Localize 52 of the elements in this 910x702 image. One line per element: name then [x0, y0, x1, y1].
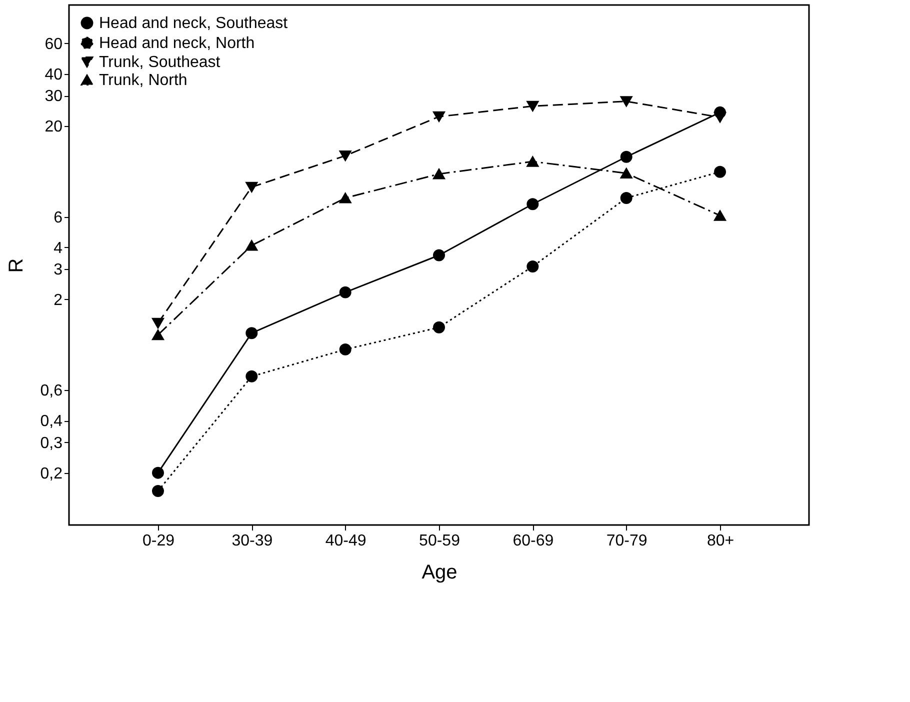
- legend-label: Trunk, North: [99, 72, 188, 89]
- point: [433, 168, 445, 180]
- y-tick-label: 40: [44, 66, 63, 84]
- point: [152, 318, 164, 328]
- legend-label: Trunk, Southeast: [99, 54, 221, 71]
- y-tick-label: 20: [44, 118, 63, 136]
- y-tick-label: 2: [54, 292, 63, 309]
- point: [526, 260, 539, 272]
- point: [152, 330, 164, 340]
- point: [526, 156, 539, 167]
- x-tick-label: 30-39: [232, 532, 273, 550]
- point: [433, 111, 445, 122]
- y-tick-label: 60: [44, 36, 63, 53]
- point: [339, 192, 352, 204]
- y-tick-label: 4: [54, 240, 63, 257]
- point: [526, 198, 539, 210]
- point: [246, 240, 258, 251]
- point: [714, 112, 726, 123]
- x-tick-label: 0-29: [142, 532, 175, 550]
- x-tick-label: 60-69: [512, 532, 554, 550]
- point: [339, 150, 352, 162]
- x-tick-label: 40-49: [325, 532, 366, 550]
- y-tick-label: 0,2: [40, 465, 63, 482]
- point: [339, 343, 352, 356]
- point: [714, 210, 726, 221]
- point: [620, 96, 632, 107]
- point: [620, 168, 632, 179]
- x-tick-label: 80+: [706, 532, 734, 550]
- point: [714, 166, 726, 178]
- point: [246, 327, 258, 340]
- y-tick-label: 0,4: [40, 413, 63, 430]
- point: [246, 370, 258, 382]
- x-tick-label: 50-59: [419, 532, 460, 550]
- legend-label: Head and neck, North: [99, 35, 255, 52]
- point: [620, 192, 632, 204]
- point: [152, 466, 164, 479]
- y-tick-label: 3: [54, 261, 63, 278]
- y-tick-label: 0,6: [40, 382, 63, 400]
- x-axis-title: Age: [422, 562, 458, 584]
- point: [433, 249, 445, 262]
- y-tick-label: 30: [44, 88, 63, 106]
- point: [620, 150, 632, 163]
- y-tick-label: 6: [54, 209, 63, 226]
- y-axis-title: R: [5, 258, 28, 273]
- point: [433, 321, 445, 334]
- point: [339, 286, 352, 298]
- point: [152, 485, 164, 498]
- legend-label: Head and neck, Southeast: [99, 15, 288, 32]
- point: [246, 182, 258, 192]
- x-tick-label: 70-79: [606, 532, 648, 550]
- y-tick-label: 0,3: [40, 434, 63, 452]
- point: [526, 100, 539, 112]
